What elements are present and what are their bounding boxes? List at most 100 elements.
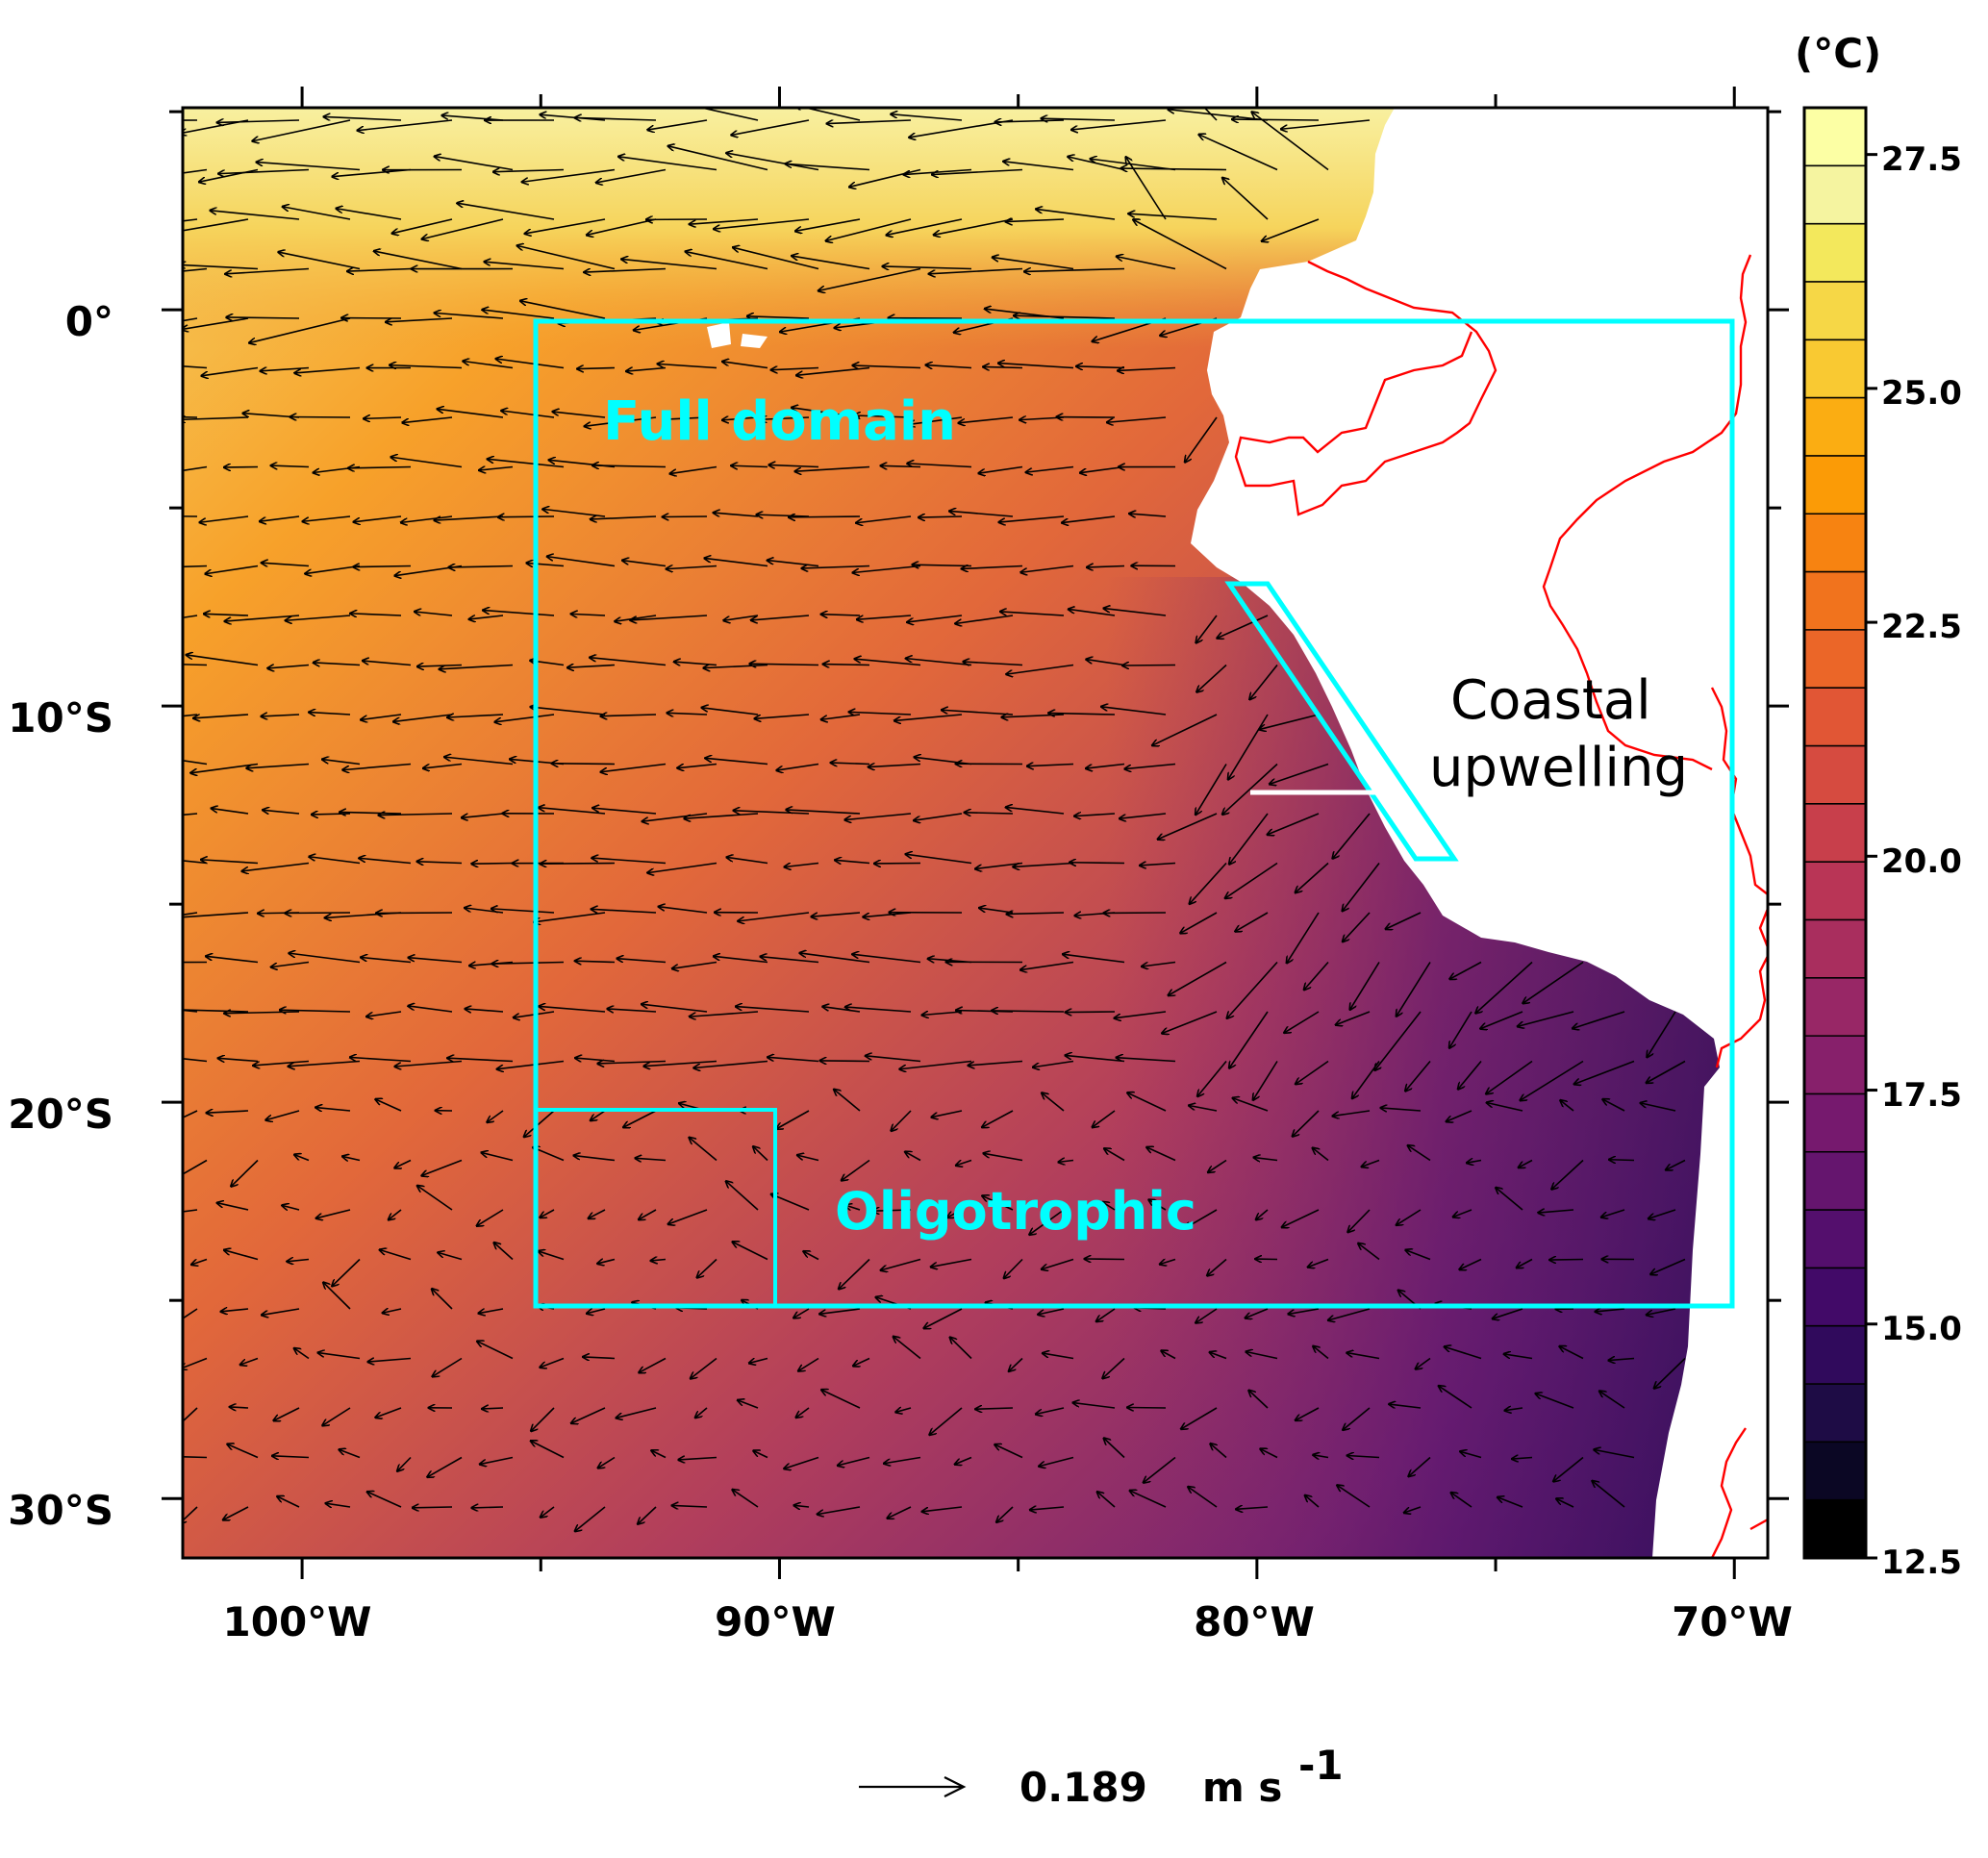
current-vector bbox=[1594, 1449, 1635, 1459]
current-vector bbox=[183, 1506, 198, 1523]
current-vector bbox=[273, 1407, 300, 1420]
colorbar-band bbox=[1804, 1093, 1866, 1153]
current-vector bbox=[1102, 1202, 1116, 1211]
current-vector bbox=[822, 1007, 861, 1013]
x-tick-label: 100°W bbox=[223, 1598, 372, 1645]
current-vector bbox=[427, 1456, 463, 1477]
y-tick-label: 30°S bbox=[8, 1487, 113, 1534]
current-vector bbox=[982, 1110, 1014, 1127]
current-vector bbox=[1004, 1258, 1023, 1279]
current-vector bbox=[1133, 219, 1227, 270]
current-vector bbox=[204, 614, 249, 615]
current-vector bbox=[955, 1456, 972, 1465]
current-vector bbox=[1029, 1209, 1065, 1235]
current-vector bbox=[956, 1159, 972, 1166]
current-vector bbox=[447, 1058, 514, 1061]
current-vector bbox=[221, 1309, 249, 1312]
current-vector bbox=[893, 1337, 921, 1360]
current-vector bbox=[686, 252, 768, 270]
current-vector bbox=[996, 1506, 1014, 1522]
current-vector bbox=[768, 561, 819, 567]
current-vector bbox=[998, 364, 1074, 369]
current-vector bbox=[819, 1308, 861, 1314]
current-vector bbox=[432, 1357, 463, 1377]
current-vector bbox=[999, 515, 1065, 522]
current-vector bbox=[336, 209, 402, 220]
current-vector bbox=[798, 1357, 819, 1371]
current-vector bbox=[672, 961, 717, 969]
current-vector bbox=[364, 417, 402, 418]
current-vector bbox=[183, 1058, 208, 1063]
current-vector bbox=[826, 218, 912, 241]
current-vector bbox=[1449, 961, 1482, 980]
current-vector bbox=[651, 1450, 667, 1459]
current-vector bbox=[931, 1110, 963, 1117]
current-vector bbox=[1480, 1011, 1523, 1029]
current-vector bbox=[1333, 813, 1371, 859]
current-vector bbox=[417, 1186, 453, 1211]
current-vector bbox=[575, 1058, 616, 1061]
current-vector bbox=[183, 1209, 198, 1213]
current-vector bbox=[1609, 1160, 1635, 1161]
current-vector bbox=[1096, 1308, 1116, 1321]
colorbar-tick-label: 20.0 bbox=[1881, 842, 1962, 881]
current-vector bbox=[1308, 1258, 1329, 1268]
current-vector bbox=[1188, 1487, 1218, 1508]
current-vector bbox=[1036, 209, 1116, 220]
current-vector bbox=[1007, 913, 1065, 914]
current-vector bbox=[1389, 1404, 1422, 1408]
current-vector bbox=[891, 114, 963, 121]
current-vector bbox=[1030, 1507, 1065, 1510]
current-vector bbox=[1336, 1011, 1371, 1025]
current-vector bbox=[1120, 168, 1227, 169]
current-vector bbox=[668, 1209, 708, 1224]
current-vector bbox=[668, 146, 768, 171]
current-vector bbox=[183, 615, 198, 619]
current-vector bbox=[434, 515, 504, 520]
current-vector bbox=[469, 615, 504, 619]
current-vector bbox=[835, 860, 870, 863]
current-vector bbox=[1009, 1357, 1023, 1371]
current-vector bbox=[539, 1251, 565, 1261]
colorbar-bands bbox=[1804, 108, 1866, 1559]
current-vector bbox=[183, 417, 249, 419]
current-vector bbox=[659, 907, 708, 914]
current-vector bbox=[722, 417, 759, 420]
current-vector bbox=[618, 157, 717, 171]
current-vector bbox=[1013, 862, 1074, 867]
current-vector bbox=[218, 168, 310, 174]
current-vector bbox=[1386, 912, 1422, 929]
current-vector bbox=[962, 566, 1023, 569]
current-vector bbox=[1296, 1407, 1320, 1420]
current-vector bbox=[363, 661, 412, 666]
current-vector bbox=[183, 813, 198, 816]
current-vector bbox=[541, 1506, 555, 1518]
current-vector bbox=[401, 515, 453, 522]
current-vector bbox=[792, 256, 870, 270]
current-vector bbox=[678, 1458, 717, 1460]
current-vector bbox=[1093, 1110, 1116, 1127]
current-vector bbox=[803, 1251, 819, 1261]
current-vector bbox=[493, 170, 565, 172]
current-vector bbox=[524, 1110, 555, 1137]
colorbar-band bbox=[1804, 397, 1866, 457]
current-vector bbox=[539, 808, 606, 815]
current-vector bbox=[591, 1110, 606, 1120]
current-vector bbox=[183, 264, 259, 270]
current-vector bbox=[462, 813, 504, 817]
current-vector bbox=[323, 1282, 351, 1310]
colorbar-band bbox=[1804, 108, 1866, 166]
current-vector bbox=[983, 366, 1023, 367]
current-vector bbox=[575, 117, 657, 120]
current-vector bbox=[1553, 1456, 1584, 1482]
colorbar-tick-label: 25.0 bbox=[1881, 374, 1962, 413]
colorbar-band bbox=[1804, 1268, 1866, 1327]
current-vector bbox=[1102, 1357, 1125, 1379]
current-vector bbox=[574, 1156, 616, 1162]
current-vector bbox=[223, 1506, 249, 1519]
current-vector bbox=[734, 811, 810, 814]
current-vector bbox=[906, 659, 972, 666]
current-vector bbox=[1346, 1353, 1380, 1360]
current-vector bbox=[591, 516, 657, 519]
current-vector bbox=[278, 252, 361, 270]
